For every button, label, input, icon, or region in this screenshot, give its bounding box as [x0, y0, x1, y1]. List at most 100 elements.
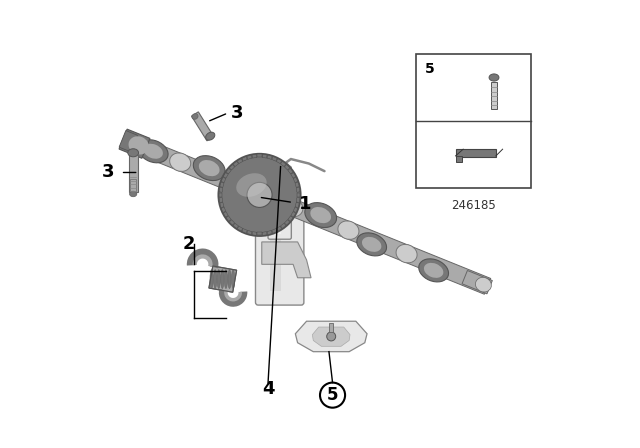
Bar — [237, 226, 243, 231]
Bar — [296, 198, 300, 202]
Bar — [220, 182, 224, 187]
Bar — [252, 155, 257, 158]
Bar — [280, 161, 286, 167]
Bar — [417, 54, 531, 188]
Ellipse shape — [356, 233, 387, 256]
Bar — [209, 266, 237, 292]
Bar — [291, 211, 296, 217]
Bar — [223, 211, 228, 217]
Ellipse shape — [130, 191, 137, 197]
Bar — [229, 220, 235, 225]
Ellipse shape — [419, 259, 449, 282]
Bar — [221, 177, 226, 183]
Bar — [257, 154, 262, 158]
Ellipse shape — [193, 155, 225, 181]
Bar — [191, 112, 214, 141]
Bar — [221, 207, 226, 212]
Bar — [284, 164, 290, 170]
Circle shape — [327, 332, 336, 341]
Bar — [276, 226, 282, 231]
Text: 4: 4 — [262, 380, 275, 398]
Ellipse shape — [217, 270, 220, 289]
Bar — [272, 228, 277, 233]
Bar — [262, 155, 267, 158]
Bar — [233, 161, 239, 167]
Bar — [252, 232, 257, 235]
Bar — [296, 187, 300, 192]
Bar — [297, 193, 300, 197]
Polygon shape — [296, 321, 367, 352]
Text: 3: 3 — [101, 164, 114, 181]
FancyBboxPatch shape — [268, 166, 291, 239]
Ellipse shape — [129, 136, 148, 155]
Ellipse shape — [236, 173, 267, 197]
Ellipse shape — [338, 221, 359, 239]
Bar — [288, 216, 293, 221]
Ellipse shape — [128, 149, 139, 157]
Bar — [291, 172, 296, 178]
Ellipse shape — [424, 263, 444, 278]
Bar — [276, 159, 282, 164]
Ellipse shape — [199, 160, 220, 176]
Bar — [226, 216, 231, 221]
Bar — [119, 129, 150, 158]
Bar — [272, 156, 277, 161]
Bar — [220, 202, 224, 207]
Text: 2: 2 — [183, 235, 195, 253]
Ellipse shape — [170, 153, 191, 172]
Bar — [131, 136, 491, 294]
Bar — [229, 164, 235, 170]
Ellipse shape — [247, 178, 279, 203]
Polygon shape — [312, 327, 350, 346]
Circle shape — [247, 182, 272, 207]
Text: 246185: 246185 — [451, 199, 496, 212]
Text: 5: 5 — [327, 386, 339, 404]
Bar — [219, 198, 223, 202]
Bar — [280, 223, 286, 228]
Bar — [219, 193, 222, 197]
Bar — [219, 187, 223, 192]
Bar — [242, 156, 247, 161]
Ellipse shape — [310, 207, 331, 223]
Bar — [330, 323, 333, 332]
Bar — [130, 179, 136, 193]
Bar — [295, 182, 300, 187]
Text: 5: 5 — [424, 62, 434, 76]
Bar — [237, 159, 243, 164]
Bar — [129, 153, 138, 192]
Bar — [456, 156, 462, 162]
Ellipse shape — [205, 132, 215, 140]
FancyBboxPatch shape — [255, 210, 304, 305]
Ellipse shape — [225, 270, 227, 289]
Bar — [275, 172, 280, 234]
Bar — [293, 207, 298, 212]
Circle shape — [320, 383, 345, 408]
Ellipse shape — [396, 245, 417, 263]
Ellipse shape — [476, 277, 492, 292]
Circle shape — [218, 154, 301, 236]
Bar — [462, 271, 492, 294]
Bar — [226, 168, 231, 174]
Bar — [267, 230, 272, 235]
Ellipse shape — [253, 183, 273, 199]
Ellipse shape — [192, 114, 198, 119]
Bar — [262, 232, 267, 235]
Bar — [119, 130, 138, 152]
Ellipse shape — [210, 270, 213, 289]
Polygon shape — [262, 242, 311, 278]
Bar — [284, 220, 290, 225]
Bar — [247, 155, 252, 159]
Bar — [295, 202, 300, 207]
Ellipse shape — [228, 270, 231, 289]
Bar — [456, 149, 496, 157]
Bar — [257, 232, 262, 236]
Ellipse shape — [228, 177, 249, 195]
Bar — [492, 82, 497, 109]
Bar — [269, 224, 281, 291]
Bar — [293, 177, 298, 183]
Ellipse shape — [362, 237, 381, 252]
Bar — [223, 172, 228, 178]
Ellipse shape — [270, 162, 289, 171]
Text: 1: 1 — [298, 195, 311, 213]
Bar — [242, 228, 247, 233]
